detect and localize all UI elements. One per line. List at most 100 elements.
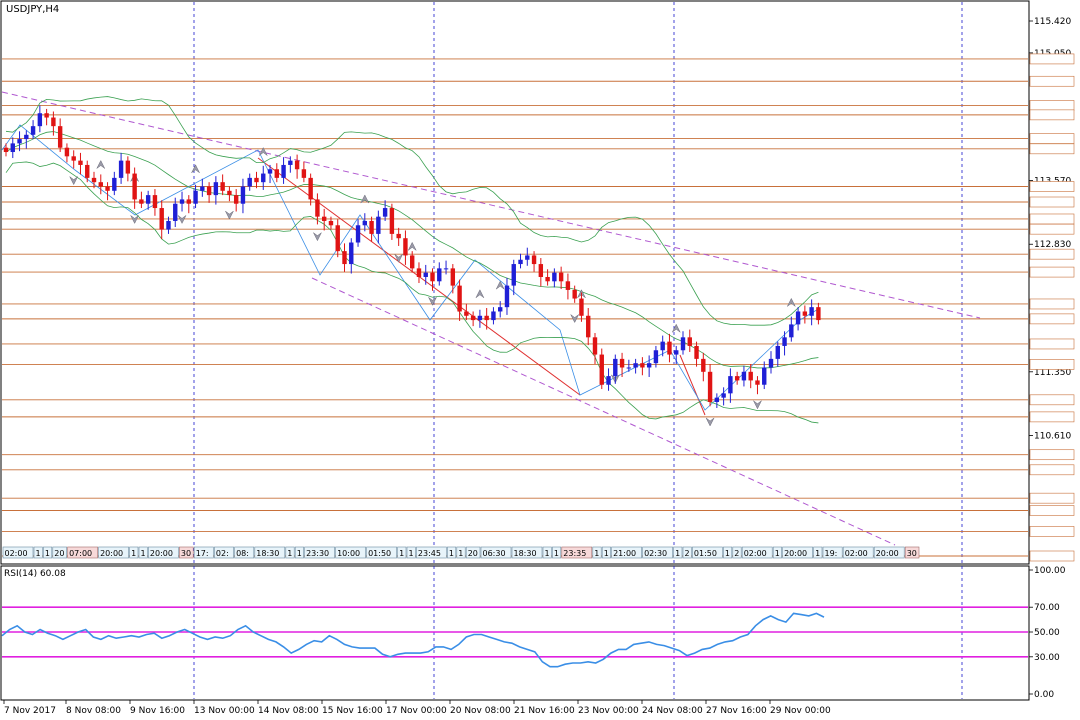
bear-candle[interactable] — [430, 272, 435, 282]
bear-candle[interactable] — [816, 307, 821, 321]
bull-candle[interactable] — [17, 139, 22, 144]
bear-candle[interactable] — [538, 264, 544, 277]
bear-candle[interactable] — [802, 311, 808, 316]
bear-candle[interactable] — [748, 371, 753, 381]
bull-candle[interactable] — [477, 315, 483, 321]
bull-candle[interactable] — [789, 324, 794, 338]
bull-candle[interactable] — [200, 186, 205, 191]
bull-candle[interactable] — [714, 397, 720, 402]
bear-candle[interactable] — [139, 199, 144, 204]
bull-candle[interactable] — [179, 199, 185, 204]
bear-candle[interactable] — [254, 177, 259, 183]
bear-candle[interactable] — [755, 380, 760, 385]
bear-candle[interactable] — [328, 220, 334, 226]
bull-candle[interactable] — [376, 216, 381, 234]
bear-candle[interactable] — [586, 315, 591, 338]
bear-candle[interactable] — [321, 216, 327, 221]
bull-candle[interactable] — [721, 393, 726, 398]
trend-line-red-2[interactable] — [679, 354, 706, 416]
bull-candle[interactable] — [349, 242, 354, 265]
rsi-line[interactable] — [1, 612, 825, 668]
bull-candle[interactable] — [674, 350, 679, 355]
bull-candle[interactable] — [288, 160, 293, 165]
bear-candle[interactable] — [44, 113, 49, 118]
bear-candle[interactable] — [125, 160, 131, 174]
bear-candle[interactable] — [457, 285, 462, 312]
bear-candle[interactable] — [667, 341, 672, 355]
rsi-panel[interactable] — [0, 565, 1030, 701]
bear-candle[interactable] — [152, 195, 158, 209]
bear-candle[interactable] — [233, 195, 239, 204]
bull-candle[interactable] — [193, 190, 198, 204]
bear-candle[interactable] — [335, 225, 340, 252]
bear-candle[interactable] — [687, 337, 692, 346]
bear-candle[interactable] — [227, 190, 232, 196]
candlesticks[interactable] — [3, 105, 821, 409]
bull-candle[interactable] — [355, 225, 361, 243]
bear-candle[interactable] — [464, 311, 469, 316]
bull-candle[interactable] — [809, 307, 814, 316]
bull-candle[interactable] — [37, 113, 43, 127]
bull-candle[interactable] — [213, 182, 219, 196]
bear-candle[interactable] — [592, 337, 598, 355]
bear-candle[interactable] — [159, 208, 164, 230]
bull-candle[interactable] — [762, 367, 767, 385]
bear-candle[interactable] — [707, 371, 713, 402]
bull-candle[interactable] — [633, 363, 638, 368]
bull-candle[interactable] — [166, 220, 171, 230]
bull-candle[interactable] — [112, 177, 117, 191]
bull-candle[interactable] — [525, 255, 530, 260]
bear-candle[interactable] — [403, 238, 408, 256]
bear-candle[interactable] — [734, 376, 740, 381]
bear-candle[interactable] — [105, 186, 110, 191]
bull-candle[interactable] — [240, 186, 246, 204]
bull-candle[interactable] — [653, 350, 659, 364]
bear-candle[interactable] — [572, 289, 577, 299]
bull-candle[interactable] — [24, 134, 29, 140]
bull-candle[interactable] — [145, 195, 151, 204]
bull-candle[interactable] — [518, 259, 523, 265]
bull-candle[interactable] — [768, 358, 774, 368]
bear-candle[interactable] — [599, 354, 604, 385]
bear-candle[interactable] — [274, 169, 279, 178]
bull-candle[interactable] — [491, 311, 496, 321]
bull-candle[interactable] — [30, 126, 36, 135]
bull-candle[interactable] — [443, 268, 449, 270]
bear-candle[interactable] — [3, 147, 9, 153]
bull-candle[interactable] — [613, 358, 618, 377]
bull-candle[interactable] — [267, 169, 273, 174]
bull-candle[interactable] — [646, 363, 652, 368]
bull-candle[interactable] — [10, 143, 15, 153]
bear-candle[interactable] — [694, 345, 699, 359]
bear-candle[interactable] — [342, 251, 347, 265]
bear-candle[interactable] — [369, 220, 374, 234]
bull-candle[interactable] — [775, 345, 780, 359]
bear-candle[interactable] — [57, 126, 63, 148]
bear-candle[interactable] — [396, 233, 401, 239]
bear-candle[interactable] — [71, 156, 76, 161]
bull-candle[interactable] — [173, 203, 178, 221]
bull-candle[interactable] — [795, 311, 801, 325]
bear-candle[interactable] — [51, 117, 56, 127]
bear-candle[interactable] — [301, 169, 307, 178]
bear-candle[interactable] — [85, 164, 90, 178]
bull-candle[interactable] — [511, 264, 516, 286]
bull-candle[interactable] — [680, 337, 686, 351]
bear-candle[interactable] — [484, 315, 489, 321]
bull-candle[interactable] — [437, 268, 442, 282]
bear-candle[interactable] — [132, 173, 137, 200]
bull-candle[interactable] — [660, 341, 665, 351]
bull-candle[interactable] — [626, 367, 632, 369]
bear-candle[interactable] — [545, 276, 550, 282]
bear-candle[interactable] — [206, 186, 212, 196]
bear-candle[interactable] — [308, 177, 313, 200]
bull-candle[interactable] — [552, 272, 557, 282]
bull-candle[interactable] — [498, 307, 503, 312]
bear-candle[interactable] — [450, 268, 456, 286]
bear-candle[interactable] — [565, 281, 571, 290]
bull-candle[interactable] — [382, 208, 388, 217]
bull-candle[interactable] — [261, 173, 266, 183]
bear-candle[interactable] — [701, 358, 706, 372]
bull-candle[interactable] — [606, 376, 611, 385]
